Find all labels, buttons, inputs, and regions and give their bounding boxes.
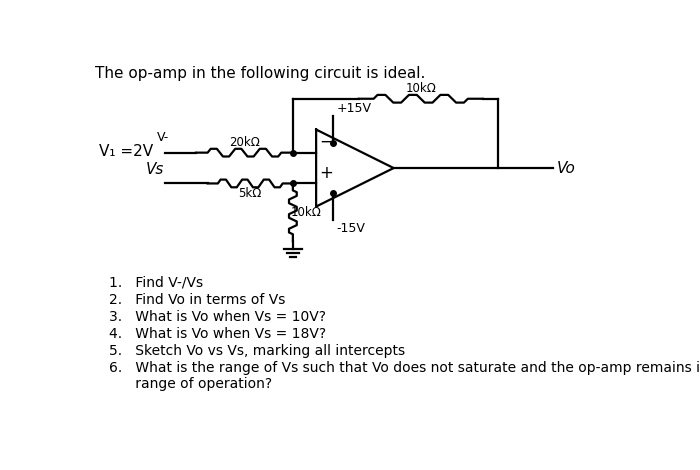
Text: Vo: Vo: [556, 161, 575, 176]
Text: -15V: -15V: [336, 221, 365, 235]
Text: 3.   What is Vo when Vs = 10V?: 3. What is Vo when Vs = 10V?: [109, 310, 326, 324]
Text: range of operation?: range of operation?: [109, 377, 272, 392]
Text: 5kΩ: 5kΩ: [239, 187, 262, 200]
Text: 10kΩ: 10kΩ: [405, 82, 436, 95]
Text: Vs: Vs: [146, 162, 164, 177]
Text: 5.   Sketch Vo vs Vs, marking all intercepts: 5. Sketch Vo vs Vs, marking all intercep…: [109, 344, 405, 358]
Text: +: +: [319, 164, 333, 182]
Text: 2.   Find Vo in terms of Vs: 2. Find Vo in terms of Vs: [109, 293, 286, 307]
Text: 1.   Find V-/Vs: 1. Find V-/Vs: [109, 276, 203, 290]
Text: 6.   What is the range of Vs such that Vo does not saturate and the op-amp remai: 6. What is the range of Vs such that Vo …: [109, 360, 700, 375]
Text: +15V: +15V: [336, 102, 371, 115]
Text: −: −: [319, 133, 333, 151]
Text: 10kΩ: 10kΩ: [290, 206, 321, 219]
Text: 20kΩ: 20kΩ: [229, 136, 260, 149]
Text: V₁ =2V: V₁ =2V: [99, 144, 153, 158]
Text: 4.   What is Vo when Vs = 18V?: 4. What is Vo when Vs = 18V?: [109, 327, 326, 341]
Text: V-: V-: [158, 131, 169, 144]
Text: The op-amp in the following circuit is ideal.: The op-amp in the following circuit is i…: [95, 66, 426, 81]
